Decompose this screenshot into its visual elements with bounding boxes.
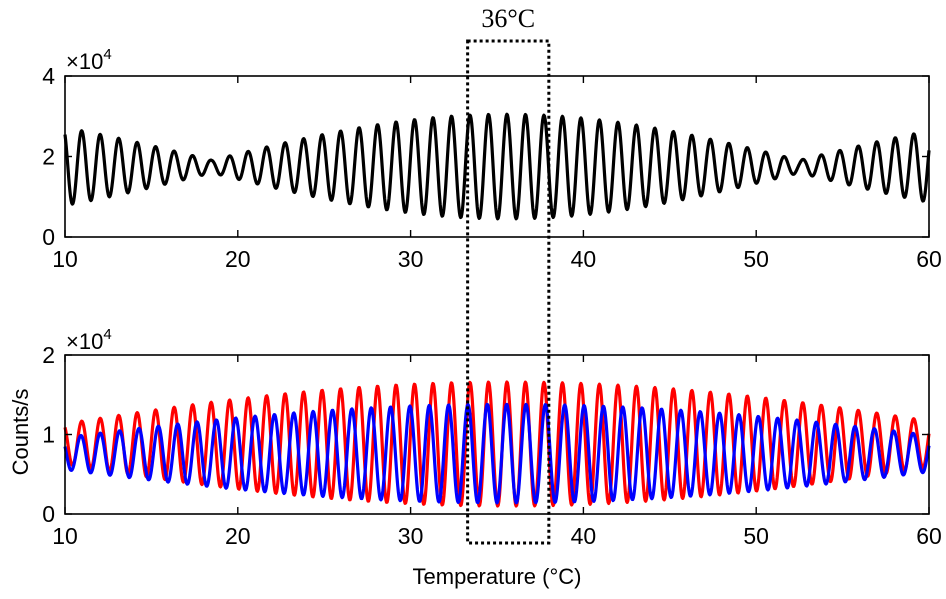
top-x-tick-label: 20 — [225, 246, 251, 272]
top-x-tick-label: 10 — [52, 246, 78, 272]
bottom-y-tick-label: 1 — [42, 422, 55, 448]
annotation-dotted-box — [466, 39, 551, 545]
top-y-tick-label: 2 — [42, 144, 55, 170]
y-axis-title: Counts/s — [8, 389, 33, 476]
bottom-series-lines — [63, 380, 931, 508]
top-y-tick-label: 0 — [42, 224, 55, 250]
top-x-tick-label: 30 — [398, 246, 424, 272]
bottom-series-1-line — [63, 402, 931, 505]
top-x-tick-label: 40 — [571, 246, 597, 272]
bottom-x-tick-label: 30 — [398, 523, 424, 549]
top-x-tick-label: 60 — [916, 246, 942, 272]
bottom-x-tick-label: 50 — [743, 523, 769, 549]
temperature-annotation: 36°C — [466, 4, 551, 545]
bottom-x-tick-label: 40 — [571, 523, 597, 549]
top-x-tick-label: 50 — [743, 246, 769, 272]
bottom-axis-ticks: 10 20 30 40 50 60 0 1 2 — [42, 342, 942, 549]
top-axis-ticks: 10 20 30 40 50 60 0 2 4 — [42, 63, 942, 272]
top-series-0-line — [63, 112, 931, 221]
bottom-x-tick-label: 10 — [52, 523, 78, 549]
bottom-x-tick-label: 20 — [225, 523, 251, 549]
bottom-y-tick-label: 2 — [42, 342, 55, 368]
bottom-panel: 10 20 30 40 50 60 0 1 2 ×104 Counts/s Temperatur… — [8, 326, 942, 589]
bottom-y-tick-label: 0 — [42, 501, 55, 527]
bottom-x-tick-label: 60 — [916, 523, 942, 549]
x-axis-title: Temperature (°C) — [413, 564, 582, 589]
top-y-multiplier: ×104 — [66, 46, 112, 74]
annotation-label: 36°C — [481, 4, 535, 33]
top-series-lines — [63, 112, 931, 221]
top-y-tick-label: 4 — [42, 63, 55, 89]
top-panel: 10 20 30 40 50 60 0 2 4 ×104 — [42, 46, 942, 272]
bottom-y-multiplier: ×104 — [66, 326, 112, 354]
